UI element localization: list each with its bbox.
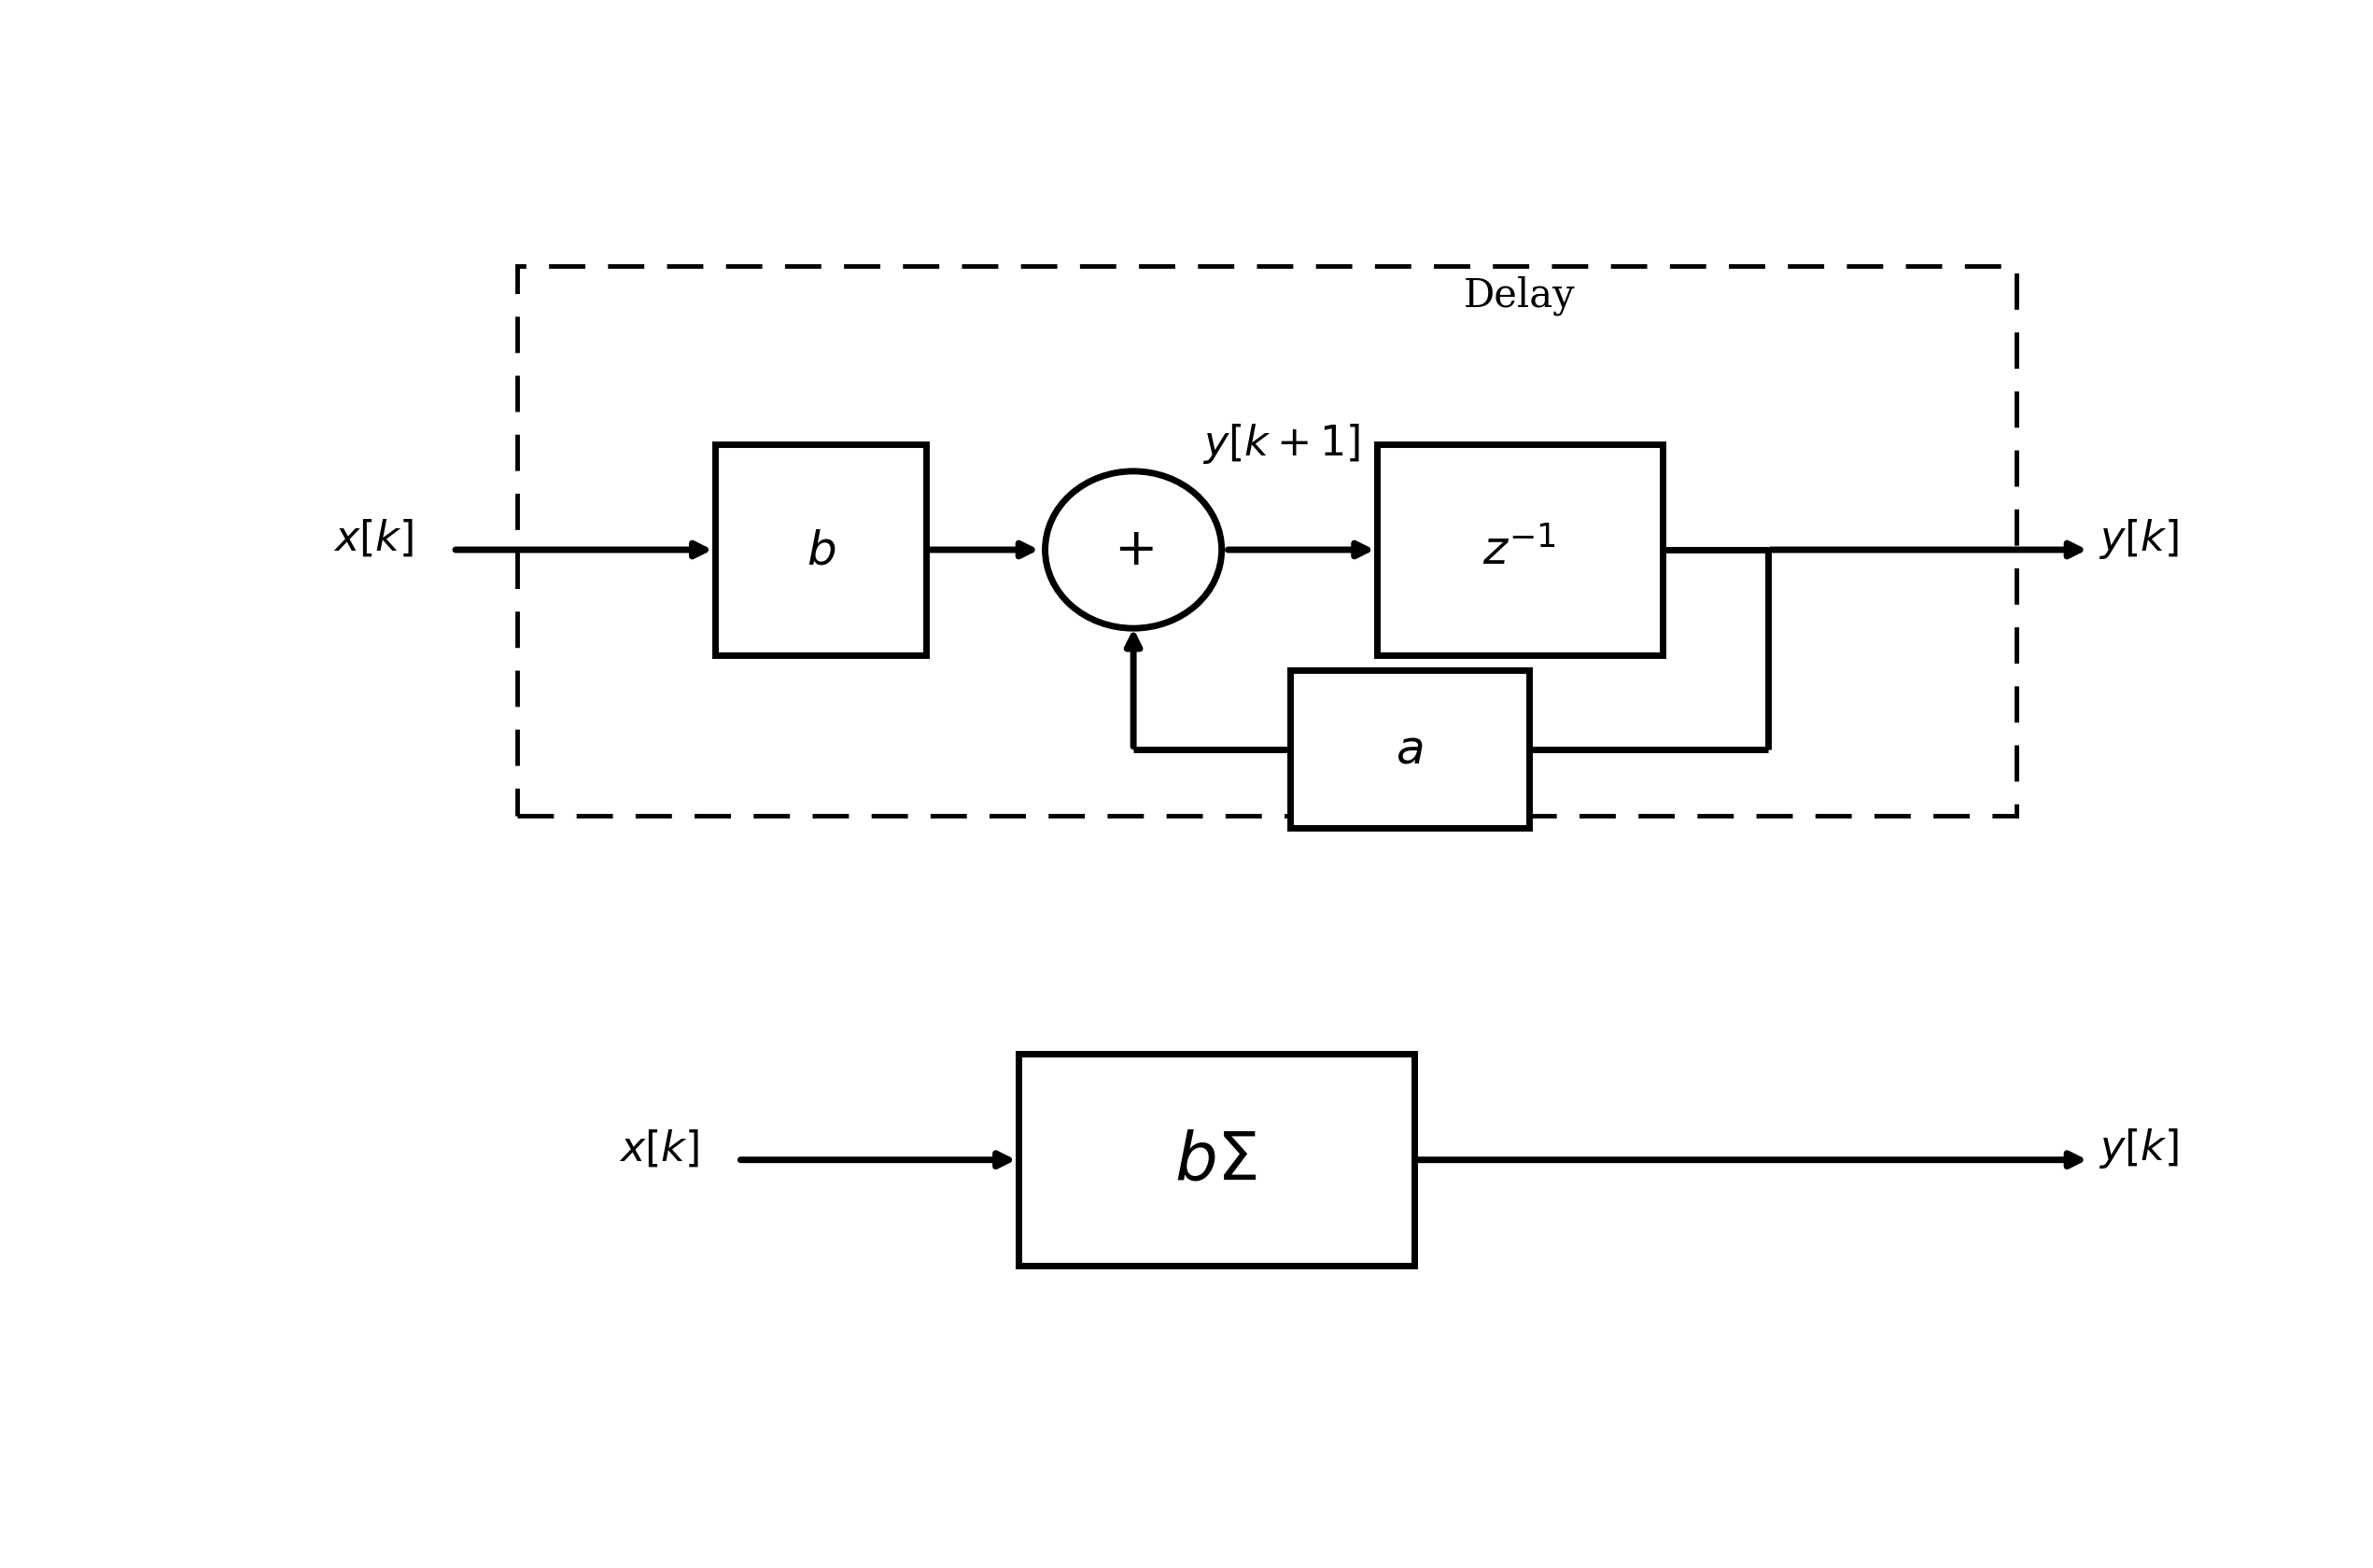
Text: $y[k+1]$: $y[k+1]$ — [1203, 422, 1360, 466]
Text: $y[k]$: $y[k]$ — [2100, 1126, 2178, 1170]
Text: $b\Sigma$: $b\Sigma$ — [1175, 1127, 1258, 1192]
Text: $x[k]$: $x[k]$ — [619, 1127, 700, 1168]
Bar — [517, 267, 2017, 815]
Bar — [1376, 445, 1661, 655]
Ellipse shape — [1044, 472, 1222, 629]
Bar — [714, 445, 925, 655]
Text: $+$: $+$ — [1113, 525, 1153, 575]
Text: Delay: Delay — [1464, 276, 1576, 315]
Text: $b$: $b$ — [807, 528, 835, 572]
Bar — [1018, 1054, 1414, 1265]
Bar — [1291, 671, 1528, 828]
Text: $x[k]$: $x[k]$ — [332, 517, 413, 558]
Text: $a$: $a$ — [1395, 728, 1424, 771]
Text: $y[k]$: $y[k]$ — [2100, 516, 2178, 560]
Text: $z^{-1}$: $z^{-1}$ — [1483, 527, 1557, 574]
